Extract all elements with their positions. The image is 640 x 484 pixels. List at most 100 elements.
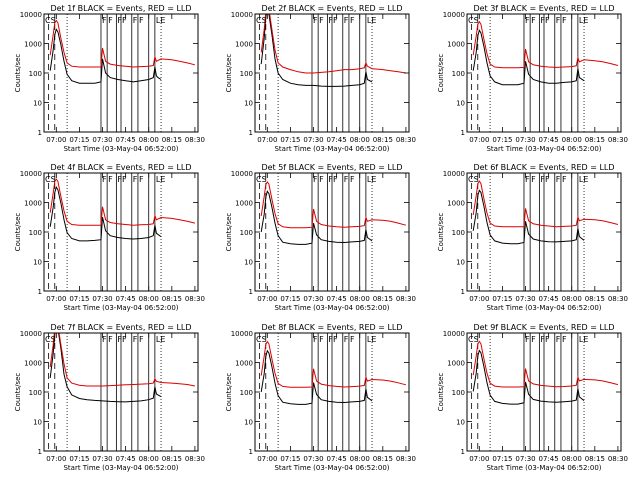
plot-area <box>259 14 406 132</box>
region-label: F <box>139 175 144 184</box>
x-tick-label: 07:30 <box>92 455 112 463</box>
region-label: F <box>122 16 127 25</box>
x-tick-label: 07:15 <box>280 136 300 144</box>
x-axis-label: Start Time (03-May-04 06:52:00) <box>274 145 389 153</box>
region-label: CS <box>45 16 56 25</box>
series-lld-line <box>49 178 196 226</box>
plot-area <box>471 173 619 291</box>
series-events-line <box>260 349 373 405</box>
series-events-line <box>49 333 162 403</box>
y-axis-label: Counts/sec <box>225 54 233 93</box>
series-events-line <box>472 29 585 86</box>
region-label: F <box>133 175 138 184</box>
region-label: F <box>531 175 536 184</box>
x-tick-label: 07:15 <box>492 136 512 144</box>
x-tick-label: 08:30 <box>396 295 416 303</box>
y-tick-label: 100 <box>452 70 465 78</box>
series-events-line <box>472 349 585 405</box>
x-tick-label: 07:00 <box>46 295 66 303</box>
region-label: F <box>350 175 355 184</box>
region-label: F <box>108 175 113 184</box>
x-tick-label: 08:00 <box>562 136 582 144</box>
y-axis-label: Counts/sec <box>14 213 22 252</box>
x-tick-label: 08:15 <box>162 136 182 144</box>
region-label: F <box>313 175 318 184</box>
region-label: CS <box>468 16 479 25</box>
region-label: F <box>108 16 113 25</box>
y-axis-label: Counts/sec <box>437 373 445 412</box>
region-label: LE <box>156 175 166 184</box>
x-tick-label: 08:15 <box>162 455 182 463</box>
y-tick-label: 10000 <box>443 11 465 19</box>
chart-title: Det 6f BLACK = Events, RED = LLD <box>473 163 614 172</box>
x-tick-label: 07:00 <box>469 455 489 463</box>
x-tick-label: 07:30 <box>515 136 535 144</box>
x-axis-label: Start Time (03-May-04 06:52:00) <box>486 145 601 153</box>
x-tick-label: 08:00 <box>562 295 582 303</box>
region-label: CS <box>256 16 267 25</box>
x-axis-label: Start Time (03-May-04 06:52:00) <box>486 464 601 472</box>
y-tick-label: 10000 <box>443 170 465 178</box>
x-tick-label: 08:00 <box>350 295 370 303</box>
y-tick-label: 100 <box>452 229 465 237</box>
series-lld-line <box>260 180 407 229</box>
region-label: F <box>102 335 107 344</box>
region-label: F <box>525 175 530 184</box>
x-tick-label: 07:45 <box>539 136 559 144</box>
x-tick-label: 07:30 <box>92 136 112 144</box>
plot-area <box>48 333 195 451</box>
region-label: F <box>333 16 338 25</box>
y-tick-label: 10 <box>244 100 253 108</box>
y-tick-label: 1 <box>461 288 465 296</box>
series-lld-line <box>472 20 619 69</box>
y-tick-label: 10000 <box>443 330 465 338</box>
y-tick-label: 1 <box>461 448 465 456</box>
region-label: F <box>525 335 530 344</box>
x-tick-label: 07:15 <box>280 455 300 463</box>
region-label: F <box>313 335 318 344</box>
region-label: F <box>545 16 550 25</box>
x-tick-label: 08:00 <box>350 136 370 144</box>
x-tick-label: 07:45 <box>539 455 559 463</box>
region-label: F <box>328 16 333 25</box>
series-events-line <box>49 28 162 84</box>
region-label: F <box>540 335 545 344</box>
y-axis-label: Counts/sec <box>437 213 445 252</box>
region-label: F <box>344 175 349 184</box>
plot-area <box>48 14 196 132</box>
x-tick-label: 07:15 <box>280 295 300 303</box>
x-tick-label: 08:00 <box>562 455 582 463</box>
y-tick-label: 10 <box>244 419 253 427</box>
region-label: F <box>545 335 550 344</box>
y-tick-label: 1 <box>461 129 465 137</box>
x-axis-label: Start Time (03-May-04 06:52:00) <box>274 464 389 472</box>
x-axis-label: Start Time (03-May-04 06:52:00) <box>63 304 178 312</box>
region-label: LE <box>579 335 589 344</box>
y-tick-label: 1000 <box>235 360 253 368</box>
x-tick-label: 07:00 <box>469 136 489 144</box>
region-label: F <box>122 335 127 344</box>
plot-area <box>471 14 619 132</box>
chart-title: Det 7f BLACK = Events, RED = LLD <box>50 323 191 332</box>
plot-area <box>471 333 619 451</box>
region-label: F <box>350 16 355 25</box>
region-label: F <box>319 175 324 184</box>
y-tick-label: 10000 <box>231 11 253 19</box>
x-tick-label: 08:15 <box>585 295 605 303</box>
region-label: F <box>531 335 536 344</box>
region-label: F <box>117 335 122 344</box>
x-tick-label: 07:30 <box>92 295 112 303</box>
x-tick-label: 08:15 <box>585 455 605 463</box>
x-tick-label: 07:45 <box>116 295 136 303</box>
region-label: F <box>556 16 561 25</box>
x-tick-label: 08:15 <box>373 136 393 144</box>
x-tick-label: 07:45 <box>327 136 347 144</box>
x-tick-label: 08:00 <box>139 455 159 463</box>
region-label: F <box>319 16 324 25</box>
